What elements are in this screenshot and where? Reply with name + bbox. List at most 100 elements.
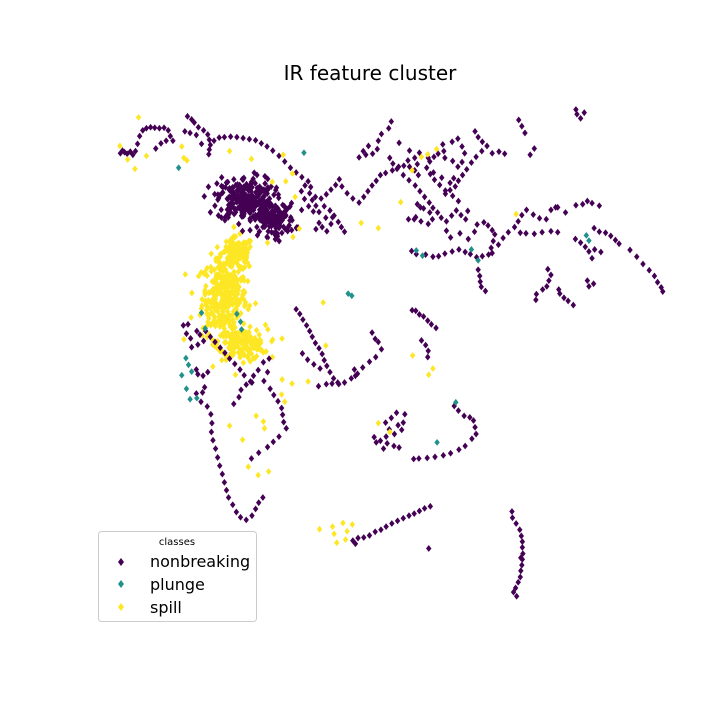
point-nonbreaking	[274, 232, 281, 240]
point-nonbreaking	[132, 147, 139, 155]
point-nonbreaking	[377, 437, 384, 445]
point-spill	[344, 527, 350, 535]
point-nonbreaking	[323, 380, 330, 388]
point-plunge	[183, 385, 190, 393]
point-nonbreaking	[425, 353, 431, 361]
point-nonbreaking	[431, 153, 437, 161]
point-nonbreaking	[416, 149, 423, 157]
point-nonbreaking	[304, 356, 311, 364]
point-plunge	[349, 292, 355, 300]
point-nonbreaking	[205, 131, 211, 138]
point-nonbreaking	[430, 169, 437, 176]
point-nonbreaking	[458, 211, 464, 219]
point-spill	[232, 324, 238, 331]
point-nonbreaking	[417, 203, 424, 211]
point-nonbreaking	[259, 187, 265, 195]
point-nonbreaking	[256, 198, 262, 205]
point-spill	[198, 305, 204, 312]
point-nonbreaking	[267, 211, 273, 219]
point-nonbreaking	[369, 150, 376, 158]
point-spill	[418, 153, 425, 161]
point-nonbreaking	[391, 442, 397, 450]
point-nonbreaking	[258, 139, 265, 147]
point-nonbreaking	[582, 243, 588, 251]
point-nonbreaking	[297, 310, 303, 318]
point-spill	[217, 250, 224, 258]
point-nonbreaking	[198, 140, 205, 148]
point-spill	[208, 263, 214, 271]
point-spill	[331, 530, 337, 538]
point-nonbreaking	[187, 129, 193, 137]
point-nonbreaking	[260, 494, 266, 501]
point-spill	[219, 317, 226, 325]
point-nonbreaking	[515, 578, 521, 586]
point-nonbreaking	[634, 253, 640, 261]
point-spill	[227, 334, 234, 341]
point-nonbreaking	[431, 176, 438, 184]
point-nonbreaking	[319, 223, 325, 231]
point-nonbreaking	[264, 443, 271, 451]
point-nonbreaking	[472, 128, 478, 135]
point-nonbreaking	[421, 193, 428, 201]
point-nonbreaking	[321, 202, 327, 210]
point-spill	[198, 269, 204, 276]
point-nonbreaking	[252, 505, 259, 513]
point-spill	[211, 313, 218, 321]
point-nonbreaking	[313, 202, 319, 210]
point-spill	[253, 412, 259, 420]
point-spill	[316, 525, 323, 533]
point-nonbreaking	[262, 215, 269, 223]
point-nonbreaking	[339, 183, 345, 190]
point-nonbreaking	[328, 186, 334, 194]
point-nonbreaking	[548, 206, 554, 214]
point-nonbreaking	[225, 178, 231, 186]
point-spill	[342, 536, 349, 543]
point-spill	[243, 252, 250, 260]
point-nonbreaking	[428, 320, 435, 328]
point-nonbreaking	[261, 188, 268, 195]
point-plunge	[198, 309, 205, 317]
point-nonbreaking	[438, 214, 444, 222]
point-nonbreaking	[509, 508, 515, 515]
point-nonbreaking	[373, 353, 379, 361]
point-nonbreaking	[531, 230, 538, 238]
point-nonbreaking	[264, 368, 271, 376]
point-nonbreaking	[127, 148, 133, 156]
point-spill	[124, 156, 131, 163]
point-nonbreaking	[249, 512, 255, 520]
point-spill	[213, 299, 219, 307]
point-nonbreaking	[443, 227, 450, 235]
point-nonbreaking	[400, 514, 406, 522]
point-nonbreaking	[262, 180, 268, 187]
legend-marker-plunge	[118, 580, 124, 588]
point-nonbreaking	[225, 201, 232, 209]
point-nonbreaking	[214, 454, 221, 461]
point-nonbreaking	[316, 208, 322, 216]
point-nonbreaking	[224, 195, 230, 203]
point-spill	[213, 271, 220, 278]
point-spill	[231, 318, 237, 326]
point-nonbreaking	[206, 136, 213, 144]
point-nonbreaking	[430, 204, 436, 212]
point-nonbreaking	[449, 157, 456, 165]
point-nonbreaking	[388, 118, 395, 125]
point-spill	[195, 272, 202, 280]
point-nonbreaking	[256, 499, 262, 507]
point-nonbreaking	[430, 253, 436, 261]
point-nonbreaking	[500, 234, 506, 242]
point-nonbreaking	[481, 219, 487, 226]
point-nonbreaking	[264, 212, 270, 220]
point-nonbreaking	[518, 532, 525, 540]
point-nonbreaking	[406, 147, 413, 155]
point-spill	[226, 422, 233, 430]
point-nonbreaking	[375, 137, 382, 145]
point-nonbreaking	[272, 204, 278, 211]
point-nonbreaking	[459, 171, 466, 179]
point-nonbreaking	[515, 217, 521, 225]
point-spill	[226, 147, 233, 155]
point-nonbreaking	[455, 163, 461, 171]
point-nonbreaking	[374, 145, 380, 153]
point-nonbreaking	[442, 154, 448, 162]
point-nonbreaking	[306, 327, 313, 335]
